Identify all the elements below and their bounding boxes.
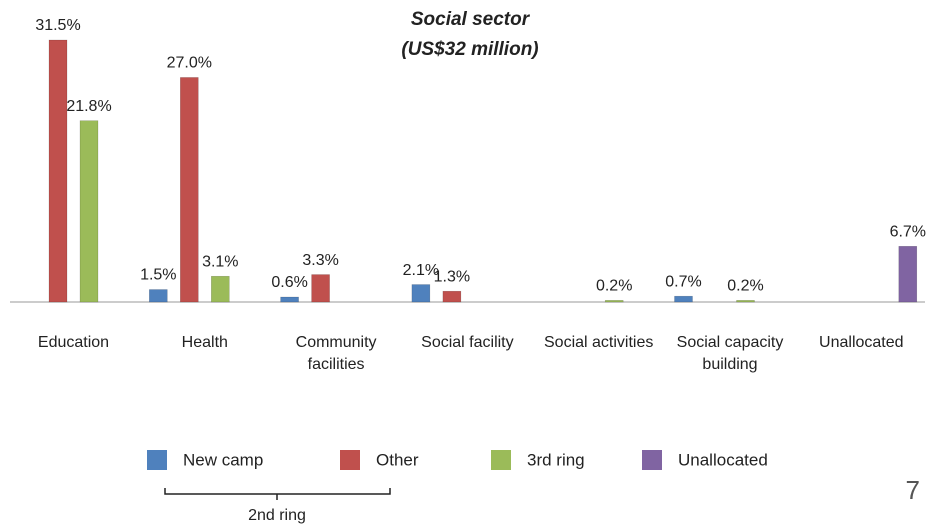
legend-label: Unallocated [678,450,768,469]
data-label: 0.6% [271,274,307,291]
bar [79,120,99,303]
legend-swatch [147,450,167,470]
legend-swatch [491,450,511,470]
bar [48,39,68,303]
data-label: 0.7% [665,273,701,290]
data-label: 0.2% [596,278,632,295]
data-label: 6.7% [890,223,926,240]
data-label: 21.8% [66,98,111,115]
x-tick-label: Education [37,334,110,351]
chart-subtitle: (US$32 million) [401,39,538,60]
data-label: 27.0% [167,55,212,72]
data-label: 3.3% [302,252,338,269]
bar [311,274,330,303]
bar [280,296,299,303]
bar [674,295,693,303]
x-tick-label: Social activities [544,334,654,351]
data-label: 2.1% [403,262,439,279]
data-label: 0.2% [727,278,763,295]
bracket [164,488,391,500]
data-label: 31.5% [35,17,80,34]
x-tick-label: Health [181,334,228,351]
legend-label: New camp [183,450,263,469]
bar [898,246,918,303]
chart-title: Social sector [411,9,531,30]
bar [411,284,431,303]
legend-label: Other [376,450,419,469]
data-label: 3.1% [202,253,238,270]
bar [736,300,755,303]
annotation: 2nd ring [248,507,306,524]
data-label: 1.3% [434,268,470,285]
legend-label: 3rd ring [527,450,585,469]
x-tick-label: Community facilities [295,334,377,373]
bar [211,275,230,303]
x-tick-label: Unallocated [819,334,904,351]
bar [442,290,462,303]
page-number: 7 [906,475,920,505]
bar [180,77,199,303]
bar [149,289,168,303]
legend-swatch [340,450,360,470]
legend-swatch [642,450,662,470]
data-label: 1.5% [140,267,176,284]
bar [604,300,624,303]
x-tick-label: Social facility [421,334,514,351]
x-tick-label: Social capacity building [676,334,784,373]
